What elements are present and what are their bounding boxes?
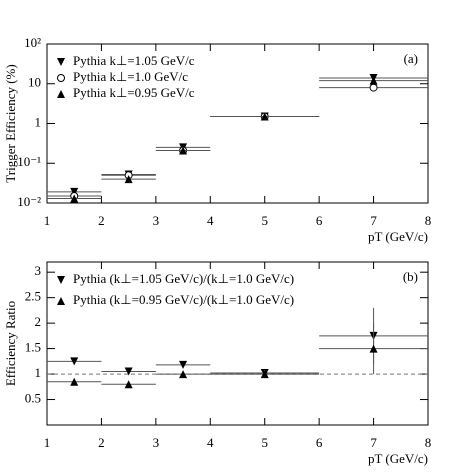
x-tick-label: 5 [261,213,268,228]
legend-marker [57,74,65,82]
marker [369,344,378,353]
marker [369,76,378,85]
y-tick-label: 10² [24,35,41,50]
x-axis-label: pT (GeV/c) [368,229,428,244]
y-tick-label: 1.5 [25,340,41,355]
x-tick-label: 2 [98,435,105,450]
marker [70,377,79,386]
legend-label: Pythia k⊥=1.05 GeV/c [73,53,195,68]
marker [124,367,133,376]
y-tick-label: 1 [35,114,42,129]
marker [70,194,79,203]
x-tick-label: 4 [207,435,214,450]
marker [70,187,79,196]
x-tick-label: 3 [153,213,160,228]
marker [124,175,133,184]
x-tick-label: 1 [44,213,51,228]
legend-label: Pythia k⊥=1.0 GeV/c [73,69,188,84]
marker [70,357,79,366]
x-tick-label: 8 [425,213,432,228]
y-tick-label: 2.5 [25,289,41,304]
marker [260,112,269,121]
y-tick-label: 10 [28,75,41,90]
y-tick-label: 2 [35,314,42,329]
y-tick-label: 0.5 [25,391,41,406]
legend-label: Pythia (k⊥=1.05 GeV/c)/(k⊥=1.0 GeV/c) [73,271,294,286]
y-tick-label: 3 [35,263,42,278]
panel-label: (b) [403,269,418,284]
x-tick-label: 4 [207,213,214,228]
y-axis-label: Efficiency Ratio [3,301,18,386]
y-tick-label: 10⁻² [17,194,41,209]
marker [369,83,378,92]
y-axis-label: Trigger Efficiency (%) [3,64,18,182]
x-tick-label: 2 [98,213,105,228]
x-tick-label: 7 [370,435,377,450]
y-tick-label: 10⁻¹ [17,154,41,169]
marker [179,360,188,369]
legend-marker [57,276,65,284]
panel-label: (a) [404,51,418,66]
x-tick-label: 1 [44,435,51,450]
marker [179,370,188,379]
x-tick-label: 6 [316,435,323,450]
plot-frame [46,261,429,426]
x-tick-label: 5 [261,435,268,450]
marker [179,146,188,155]
legend-label: Pythia (k⊥=0.95 GeV/c)/(k⊥=1.0 GeV/c) [73,292,294,307]
x-tick-label: 7 [370,213,377,228]
marker [124,380,133,389]
x-tick-label: 6 [316,213,323,228]
x-tick-label: 8 [425,435,432,450]
legend-marker [57,58,65,66]
x-axis-label: pT (GeV/c) [368,451,428,466]
marker [260,370,269,379]
x-tick-label: 3 [153,435,160,450]
legend-marker [57,297,65,305]
legend-marker [57,90,65,98]
y-tick-label: 1 [35,365,42,380]
legend-label: Pythia k⊥=0.95 GeV/c [73,85,195,100]
